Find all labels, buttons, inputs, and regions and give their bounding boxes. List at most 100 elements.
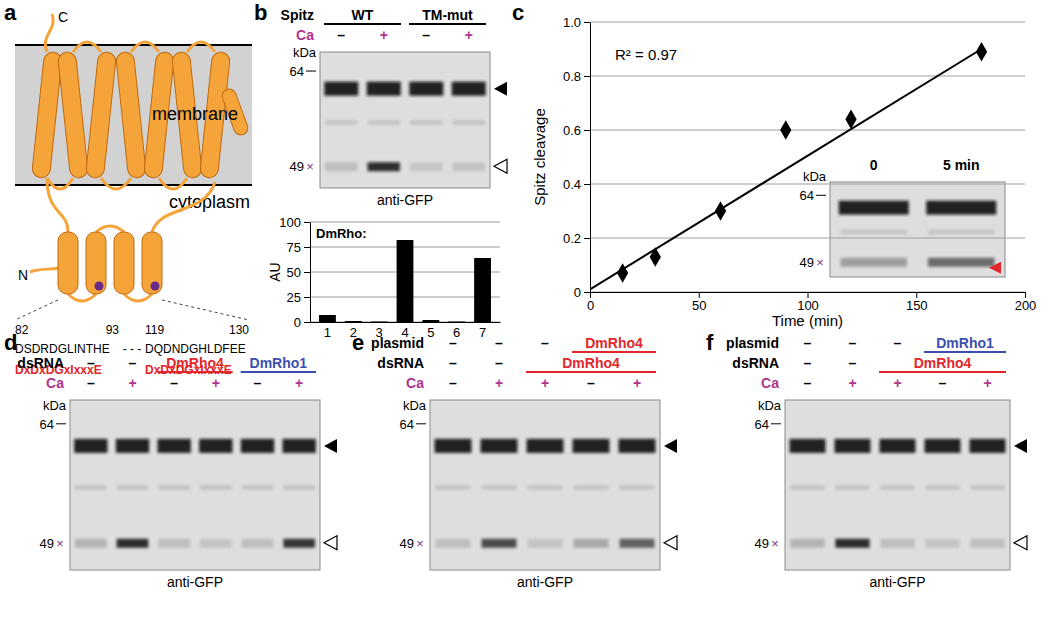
cleaved-arrowhead xyxy=(1014,536,1027,550)
tick: 50 xyxy=(287,265,310,280)
full-length-band xyxy=(880,439,916,453)
blot-f: plasmid–––DmRho1dsRNA––DmRho4Ca–++–+64kD… xyxy=(726,335,1027,590)
annotation: R² = 0.97 xyxy=(615,46,677,63)
loop xyxy=(68,294,96,301)
blot-frame xyxy=(785,400,1010,570)
row-label: Spitz xyxy=(281,7,314,23)
axis: 050100150200 xyxy=(587,292,1036,313)
helix xyxy=(86,232,106,294)
tick: 5 xyxy=(427,322,434,340)
tick: 100 xyxy=(797,292,819,313)
separator: - - - xyxy=(123,342,142,356)
nonspecific-mark: × xyxy=(306,159,314,174)
full-length-band xyxy=(324,82,358,96)
axis-title: Spitz cleavage xyxy=(531,108,548,206)
smear-band xyxy=(158,485,190,490)
tick-label: 25 xyxy=(287,290,301,305)
full-length-band xyxy=(835,439,871,453)
zoom-line xyxy=(162,300,249,320)
lane-label: DmRho4 xyxy=(166,355,224,371)
tick-label: 100 xyxy=(279,215,301,230)
linker xyxy=(47,178,68,232)
tick-mark xyxy=(304,222,310,223)
row-label: dsRNA xyxy=(17,355,64,371)
lane-label: DmRho1 xyxy=(936,335,994,351)
panel-label: b xyxy=(254,0,267,25)
full-length-band xyxy=(970,439,1006,453)
full-length-arrowhead xyxy=(494,82,507,96)
smear-band xyxy=(410,120,442,125)
blot-frame xyxy=(830,182,1005,277)
tick-label: 0 xyxy=(587,298,594,313)
tick-label: 3 xyxy=(376,325,383,340)
cleaved-band xyxy=(835,539,869,548)
full-length-band xyxy=(116,439,149,453)
linker xyxy=(152,182,215,232)
axis-title: Time (min) xyxy=(772,312,843,329)
axis: 0255075100 xyxy=(279,215,310,330)
bar xyxy=(319,315,336,322)
row-label: plasmid xyxy=(726,335,779,351)
row-label: Ca xyxy=(406,375,424,391)
panel-label: f xyxy=(706,330,714,355)
tick-label: 0.8 xyxy=(563,69,581,84)
tick-mark xyxy=(584,184,590,185)
smear-band xyxy=(925,485,959,490)
cleaved-band xyxy=(368,162,400,171)
lane-label: + xyxy=(541,375,549,391)
tick-label: 0.4 xyxy=(563,177,581,192)
lane-label: WT xyxy=(352,7,374,23)
tick-label: 7 xyxy=(479,325,486,340)
tick-label: 1.0 xyxy=(563,15,581,30)
tick-mark xyxy=(304,247,310,248)
full-length-band xyxy=(839,201,909,215)
tick-label: 5 xyxy=(427,325,434,340)
lane-bracket xyxy=(572,351,656,353)
lane-bracket xyxy=(879,371,1006,373)
tick: 0 xyxy=(587,292,594,313)
marker-tick xyxy=(771,423,781,424)
axis: 1234567 xyxy=(311,322,501,340)
smear-band xyxy=(574,485,609,490)
tick-label: 50 xyxy=(287,265,301,280)
full-length-arrowhead xyxy=(664,439,677,453)
tick-label: 0.2 xyxy=(563,231,581,246)
residue-number: 82 xyxy=(15,323,29,337)
tick: 6 xyxy=(453,322,460,340)
cleaved-band xyxy=(325,162,357,171)
tick-mark xyxy=(584,22,590,23)
tick: 0.6 xyxy=(563,123,590,138)
cleaved-band xyxy=(841,258,908,267)
smear-band xyxy=(841,230,908,235)
lane-label: + xyxy=(380,27,388,43)
helix xyxy=(31,51,62,178)
blot-d: dsRNA––DmRho4DmRho1Ca–+–+–+64kDa49×anti-… xyxy=(17,355,337,590)
smear-band xyxy=(528,485,563,490)
full-length-band xyxy=(619,439,656,453)
lane-bracket xyxy=(924,351,1006,353)
lane-label: + xyxy=(128,375,136,391)
lane-label: – xyxy=(495,335,503,351)
lane-label: – xyxy=(849,355,857,371)
cleaved-band xyxy=(482,539,517,548)
lane-label: – xyxy=(894,335,902,351)
smear-band xyxy=(117,485,149,490)
size-marker: 49 xyxy=(290,159,304,174)
marker-tick xyxy=(56,423,66,424)
blot-inset: 05 min64kDa49× xyxy=(800,157,1005,277)
row-label: dsRNA xyxy=(732,355,779,371)
axis-title: AU xyxy=(267,262,283,281)
full-length-band xyxy=(573,439,610,453)
bands xyxy=(790,439,1006,548)
tick: 7 xyxy=(479,322,486,340)
nonspecific-mark: × xyxy=(771,536,779,551)
smear-band xyxy=(242,485,274,490)
membrane-edge xyxy=(15,44,252,46)
full-length-arrowhead xyxy=(1014,439,1027,453)
cleaved-band xyxy=(620,539,655,548)
panel-label: c xyxy=(512,0,524,25)
zoom-line xyxy=(15,300,58,320)
lane-label: – xyxy=(449,375,457,391)
lane-label: – xyxy=(422,27,430,43)
cleaved-arrowhead xyxy=(989,262,1001,274)
